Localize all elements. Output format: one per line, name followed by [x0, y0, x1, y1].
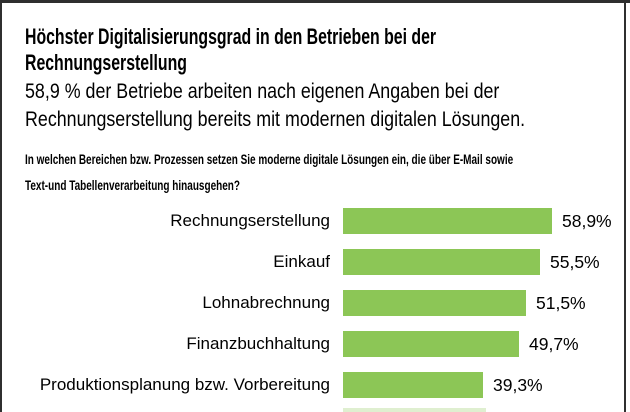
- chart-subtitle-line-1: 58,9 % der Betriebe arbeiten nach eigene…: [25, 80, 500, 103]
- chart-title-line-1: Höchster Digitalisierungsgrad in den Bet…: [25, 24, 437, 49]
- frame-left-border: [0, 0, 2, 412]
- category-label: Rechnungserstellung: [170, 211, 330, 230]
- cropped-next-bar: [343, 408, 486, 412]
- survey-question-line-2: Text-und Tabellenverarbeitung hinausgehe…: [25, 178, 241, 193]
- bar: [343, 331, 519, 357]
- chart-title: Höchster Digitalisierungsgrad in den Bet…: [25, 24, 436, 76]
- category-label: Einkauf: [273, 252, 330, 271]
- bar-row: Rechnungserstellung 58,9%: [0, 208, 630, 234]
- value-label: 51,5%: [536, 293, 586, 313]
- category-label: Finanzbuchhaltung: [186, 334, 330, 353]
- chart-subtitle-line-2: Rechnungserstellung bereits mit modernen…: [25, 108, 526, 131]
- frame-right-border: [624, 0, 626, 412]
- category-label: Produktionsplanung bzw. Vorbereitung: [39, 375, 330, 394]
- value-label: 58,9%: [562, 211, 612, 231]
- value-label: 39,3%: [493, 375, 543, 395]
- bar: [343, 249, 540, 275]
- survey-question-line-1: In welchen Bereichen bzw. Prozessen setz…: [25, 152, 514, 167]
- value-label: 49,7%: [529, 334, 579, 354]
- value-label: 55,5%: [550, 252, 600, 272]
- bar-row: Finanzbuchhaltung 49,7%: [0, 331, 630, 357]
- bar: [343, 290, 526, 316]
- bar-row: Lohnabrechnung 51,5%: [0, 290, 630, 316]
- survey-question: In welchen Bereichen bzw. Prozessen setz…: [25, 147, 513, 199]
- frame-top-border: [0, 0, 630, 3]
- category-label: Lohnabrechnung: [202, 293, 330, 312]
- bar: [343, 372, 483, 398]
- bar: [343, 208, 552, 234]
- bar-row: Produktionsplanung bzw. Vorbereitung 39,…: [0, 372, 630, 398]
- chart-subtitle: 58,9 % der Betriebe arbeiten nach eigene…: [25, 78, 525, 134]
- chart-title-line-2: Rechnungserstellung: [25, 50, 187, 75]
- bar-row: Einkauf 55,5%: [0, 249, 630, 275]
